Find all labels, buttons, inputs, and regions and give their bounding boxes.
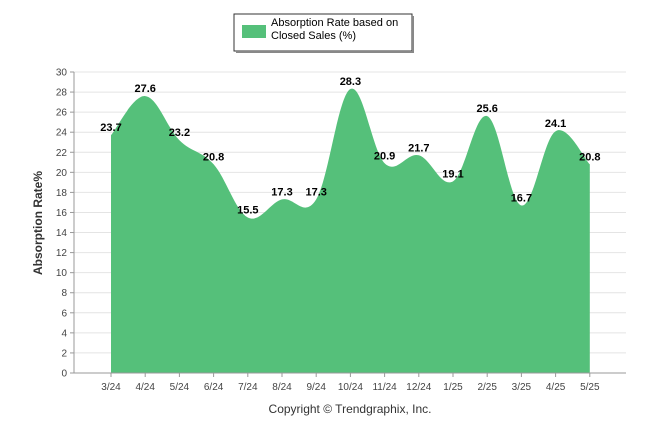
y-tick-label: 18 (56, 188, 68, 199)
x-tick-label: 2/25 (477, 382, 497, 393)
axes (73, 72, 626, 377)
y-tick-label: 24 (56, 128, 68, 139)
x-tick-label: 12/24 (406, 382, 431, 393)
y-tick-label: 4 (61, 328, 67, 339)
x-tick-label: 3/24 (101, 382, 121, 393)
data-label: 24.1 (545, 118, 566, 130)
copyright-footer: Copyright © Trendgraphix, Inc. (269, 402, 432, 416)
data-label: 23.2 (169, 127, 190, 139)
data-label: 25.6 (476, 103, 497, 115)
x-tick-label: 4/25 (546, 382, 566, 393)
data-label: 28.3 (340, 76, 361, 88)
y-tick-label: 6 (61, 308, 67, 319)
data-label: 21.7 (408, 142, 429, 154)
data-label: 15.5 (237, 204, 258, 216)
data-label: 20.9 (374, 150, 395, 162)
x-tick-label: 5/24 (170, 382, 190, 393)
y-tick-label: 16 (56, 208, 68, 219)
data-label: 27.6 (134, 83, 155, 95)
data-labels: 23.7 27.6 23.2 20.8 15.5 17.3 17.3 28.3 20.9 21.7… (100, 76, 600, 216)
y-tick-label: 30 (56, 68, 68, 79)
x-tick-label: 1/25 (443, 382, 463, 393)
area-series (111, 88, 590, 374)
data-label: 17.3 (271, 186, 292, 198)
y-tick-label: 28 (56, 88, 68, 99)
y-axis-title: Absorption Rate% (31, 171, 45, 275)
x-tick-label: 11/24 (372, 382, 397, 393)
x-tick-labels: 3/24 4/24 5/24 6/24 7/24 8/24 9/24 10/24 11/24 12… (101, 382, 600, 393)
legend: Absorption Rate based on Closed Sales (%… (233, 13, 414, 53)
x-tick-label: 10/24 (338, 382, 363, 393)
x-tick-label: 7/24 (238, 382, 258, 393)
legend-swatch (242, 25, 266, 38)
data-label: 19.1 (442, 168, 463, 180)
y-tick-label: 26 (56, 108, 68, 119)
y-tick-label: 0 (61, 369, 67, 380)
legend-label-line2: Closed Sales (%) (271, 30, 356, 42)
x-tick-label: 9/24 (306, 382, 326, 393)
y-tick-label: 12 (56, 248, 68, 259)
legend-label-line1: Absorption Rate based on (271, 17, 398, 29)
y-tick-label: 10 (56, 268, 68, 279)
legend-box-shadow (412, 16, 414, 53)
data-label: 16.7 (511, 192, 532, 204)
y-tick-label: 8 (61, 288, 67, 299)
x-tick-label: 5/25 (580, 382, 600, 393)
area-fill (111, 88, 590, 374)
y-tick-label: 22 (56, 148, 68, 159)
y-tick-label: 2 (61, 348, 67, 359)
data-label: 17.3 (305, 186, 326, 198)
x-tick-label: 4/24 (135, 382, 155, 393)
x-tick-label: 6/24 (204, 382, 224, 393)
data-label: 20.8 (579, 151, 600, 163)
data-label: 23.7 (100, 122, 121, 134)
x-tick-label: 3/25 (512, 382, 532, 393)
y-tick-label: 14 (56, 228, 68, 239)
x-tick-label: 8/24 (272, 382, 292, 393)
data-label: 20.8 (203, 151, 224, 163)
legend-box-shadow-bottom (236, 51, 414, 53)
y-tick-label: 20 (56, 168, 68, 179)
